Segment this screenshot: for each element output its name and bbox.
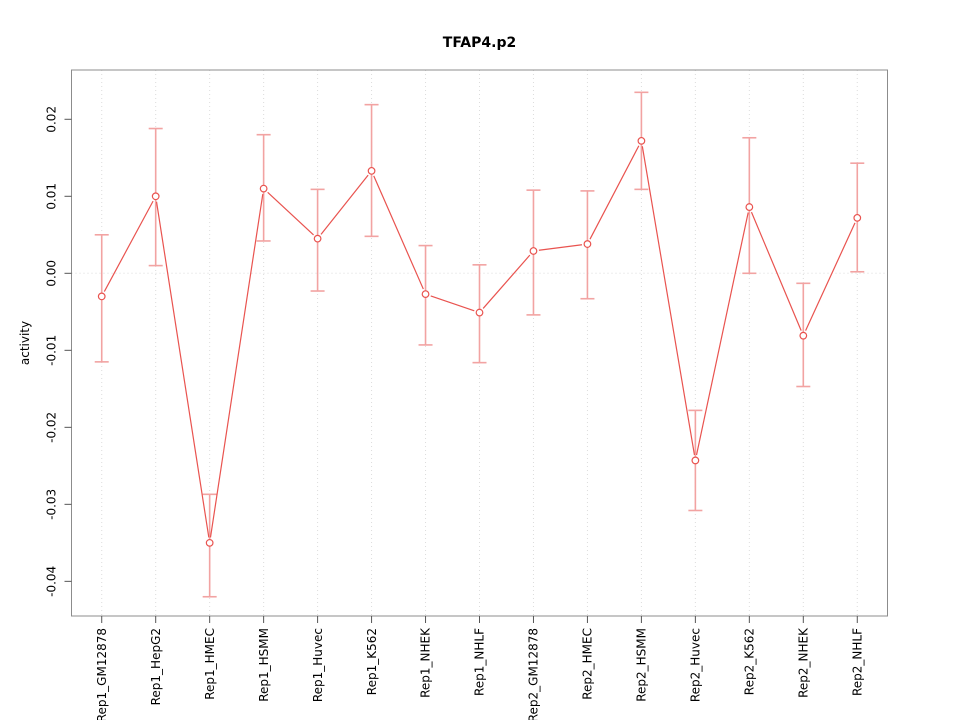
y-tick-label: -0.02 [45, 412, 59, 443]
x-tick-label: Rep2_Huvec [689, 628, 703, 702]
series-segment [209, 193, 264, 538]
data-point [421, 290, 430, 298]
y-axis-title: activity [18, 321, 32, 365]
x-tick-label: Rep2_HSMM [635, 628, 649, 702]
data-point [853, 213, 862, 222]
series-segment [103, 200, 154, 292]
series-segment [155, 201, 210, 538]
x-tick-label: Rep2_NHLF [850, 628, 864, 696]
y-tick-label: 0.01 [45, 183, 59, 210]
x-tick-label: Rep2_K562 [743, 628, 757, 695]
y-tick-label: -0.04 [45, 566, 59, 597]
series-segment [695, 212, 749, 456]
series-segment [750, 211, 802, 331]
x-tick-label: Rep2_NHEK [797, 627, 811, 698]
x-axis-ticks-layer [101, 616, 858, 623]
x-axis-labels-layer: Rep1_GM12878 Rep1_HepG2 Rep1_HMEC Rep1_HSMM… [95, 627, 865, 720]
data-point [259, 184, 268, 193]
series-segment [320, 174, 369, 235]
x-tick-label: Rep1_HSMM [257, 628, 271, 702]
y-axis-labels-layer: 0.02 0.01 0.00 -0.01 -0.02 -0.03 -0.04 [45, 106, 59, 597]
x-tick-label: Rep1_K562 [365, 628, 379, 695]
y-tick-label: 0.00 [45, 260, 59, 287]
error-bars-layer [94, 91, 865, 598]
series-segment [430, 295, 475, 312]
data-points-layer [97, 136, 862, 547]
data-point [745, 203, 754, 211]
data-point [367, 166, 376, 175]
series-segment [538, 244, 583, 251]
data-point [529, 247, 538, 255]
x-tick-label: Rep2_HMEC [581, 628, 595, 700]
chart-title: TFAP4.p2 [443, 35, 516, 51]
series-segment [805, 222, 856, 331]
x-tick-label: Rep1_GM12878 [95, 628, 109, 720]
x-tick-label: Rep1_HepG2 [149, 628, 163, 705]
x-tick-label: Rep1_NHEK [419, 627, 433, 698]
data-point [151, 192, 160, 201]
x-tick-label: Rep1_Huvec [311, 628, 325, 702]
series-line-layer [103, 145, 856, 538]
data-point [205, 538, 214, 547]
series-segment [267, 191, 314, 236]
data-point [97, 292, 106, 301]
series-segment [589, 145, 640, 240]
y-tick-label: -0.01 [45, 335, 59, 366]
data-point [637, 136, 646, 145]
data-point [475, 308, 484, 317]
series-segment [641, 146, 696, 456]
x-tick-label: Rep1_HMEC [203, 628, 217, 700]
y-tick-label: 0.02 [45, 106, 59, 133]
series-segment [373, 175, 424, 290]
data-point [313, 234, 322, 243]
x-tick-label: Rep2_GM12878 [527, 628, 541, 720]
y-tick-label: -0.03 [45, 489, 59, 520]
series-segment [482, 254, 531, 309]
x-tick-label: Rep1_NHLF [473, 628, 487, 696]
data-point [691, 456, 700, 465]
y-axis-ticks-layer [64, 118, 72, 582]
data-point [583, 240, 592, 248]
data-point [799, 331, 808, 340]
